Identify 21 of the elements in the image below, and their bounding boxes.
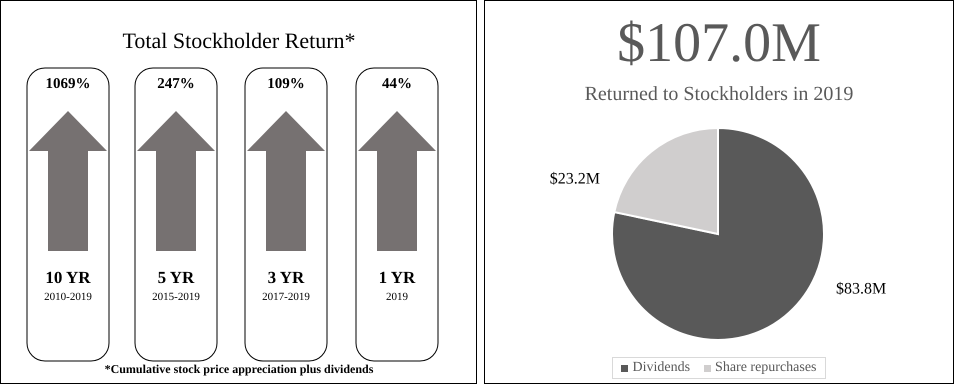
text: 44% (382, 76, 412, 92)
category-label: 1 YR (378, 268, 416, 287)
category-label: 10 YR (45, 268, 92, 287)
chart-subtitle: Returned to Stockholders in 2019 (584, 82, 854, 107)
text: 2010-2019 (44, 291, 92, 303)
text: 247% (157, 76, 195, 92)
data-label: $83.8M (836, 280, 886, 298)
chart-title: $107.0M (616, 11, 822, 75)
data-label: $23.2M (550, 170, 600, 188)
category-label: 3 YR (268, 268, 306, 287)
text: *Cumulative stock price appreciation plus dividends (104, 362, 374, 376)
legend-label: Share repurchases (714, 360, 816, 376)
text: 2015-2019 (152, 291, 200, 303)
category-label: 5 YR (158, 268, 196, 287)
text: Total Stockholder Return* (122, 28, 356, 53)
legend-label: Dividends (631, 360, 690, 376)
pie-slice (611, 127, 825, 341)
text: 2017-2019 (262, 291, 310, 303)
text: 2019 (386, 291, 408, 303)
text: 109% (267, 76, 305, 92)
text: 1069% (46, 76, 90, 92)
